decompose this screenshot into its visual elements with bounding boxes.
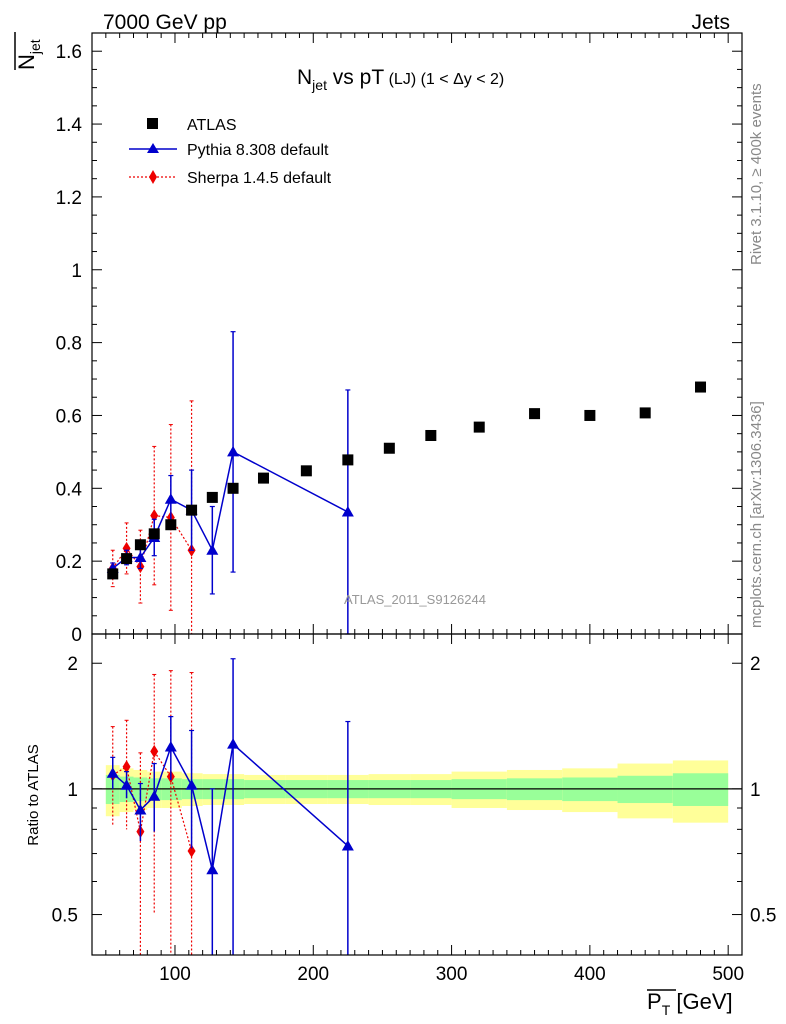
- legend: ATLAS Pythia 8.308 default Sherpa 1.4.5 …: [129, 117, 332, 187]
- atlas-point: [342, 454, 354, 466]
- atlas-point: [529, 408, 541, 420]
- ratio-pythia-point: [206, 863, 219, 875]
- atlas-point: [695, 381, 707, 393]
- top-ytick-label: 0.6: [56, 406, 82, 427]
- svg-text:PT [GeV]: PT [GeV]: [647, 989, 733, 1018]
- ratio-pythia-point: [106, 767, 119, 778]
- pythia-line: [112, 450, 349, 570]
- bottom-xtick-label: 300: [436, 964, 468, 985]
- top-ytick-label: 1.6: [56, 42, 82, 63]
- top-ytick-label: 0: [71, 625, 82, 646]
- bottom-xlabel: PT [GeV]: [647, 989, 733, 1018]
- pythia-point: [227, 445, 240, 457]
- ratio-sherpa-point: [150, 744, 159, 758]
- bottom-ytick-label-left: 1: [67, 780, 78, 801]
- pythia-point: [134, 551, 147, 563]
- sherpa-line: [112, 514, 193, 569]
- ratio-sherpa-point: [122, 760, 131, 774]
- bottom-ytick-label-left: 2: [67, 654, 78, 675]
- legend-atlas-marker: [147, 118, 158, 129]
- top-ylabel: Njet: [14, 32, 43, 70]
- pythia-point: [341, 505, 354, 517]
- top-panel: 0 0.2 0.4 0.6 0.8 1 1.2 1.4 1.6: [56, 32, 743, 646]
- top-title-tail: (LJ) (1 < Δy < 2): [384, 71, 504, 88]
- atlas-point: [165, 519, 177, 531]
- top-title: Njet vs pT (LJ) (1 < Δy < 2): [297, 66, 504, 93]
- atlas-point: [473, 421, 485, 433]
- ratio-pythia-point: [341, 839, 354, 851]
- top-ytick-label: 1: [71, 261, 82, 282]
- ratio-pythia-point: [148, 790, 161, 801]
- mcplots-label: mcplots.cern.ch [arXiv:1306.3436]: [748, 401, 765, 628]
- top-title-main: N: [297, 66, 312, 89]
- atlas-point: [186, 504, 198, 516]
- top-ytick-label: 1.4: [56, 115, 83, 136]
- header-left: 7000 GeV pp: [103, 11, 227, 34]
- top-title-sub: jet: [311, 77, 327, 93]
- bottom-ytick-label-left: 0.5: [52, 906, 78, 927]
- top-ytick-label: 0.4: [56, 479, 83, 500]
- bottom-ytick-label-right: 1: [750, 780, 761, 801]
- band-inner: [672, 773, 729, 806]
- atlas-point: [257, 472, 269, 484]
- bottom-xlabel-main: P: [647, 989, 662, 1014]
- atlas-point: [383, 442, 395, 454]
- ratio-pythia-point: [227, 738, 240, 749]
- top-ytick-label: 0.2: [56, 552, 82, 573]
- header-right: Jets: [691, 11, 730, 34]
- atlas-point: [148, 528, 160, 540]
- atlas-point: [227, 482, 239, 494]
- bottom-xtick-label: 200: [297, 964, 329, 985]
- legend-pythia-label: Pythia 8.308 default: [187, 142, 329, 159]
- atlas-point: [425, 429, 437, 441]
- ratio-pythia-point: [164, 740, 177, 752]
- bottom-ylabel: Ratio to ATLAS: [25, 744, 42, 845]
- legend-atlas-label: ATLAS: [187, 117, 237, 134]
- legend-pythia-marker: [147, 143, 159, 153]
- watermark: ATLAS_2011_S9126244: [344, 592, 486, 607]
- top-title-rest: vs pT: [327, 66, 384, 89]
- bottom-ytick-label-right: 0.5: [750, 906, 776, 927]
- atlas-point: [584, 409, 596, 421]
- bottom-xlabel-sub: T: [662, 1002, 671, 1018]
- legend-sherpa-marker: [149, 170, 157, 184]
- atlas-point: [206, 491, 218, 503]
- atlas-point: [121, 553, 133, 565]
- pythia-point: [164, 493, 177, 504]
- top-ylabel-main: N: [14, 54, 39, 70]
- atlas-point: [300, 465, 312, 477]
- legend-sherpa-label: Sherpa 1.4.5 default: [187, 170, 332, 187]
- bottom-frame: [91, 633, 743, 956]
- top-ylabel-sub: jet: [27, 39, 43, 55]
- bottom-xtick-label: 400: [574, 964, 606, 985]
- bottom-xtick-label: 500: [712, 964, 744, 985]
- top-ytick-label: 1.2: [56, 188, 82, 209]
- ratio-sherpa-point: [187, 844, 196, 858]
- pythia-point: [206, 544, 219, 555]
- ratio-pythia-point: [120, 779, 133, 790]
- ratio-pythia-point: [134, 804, 147, 815]
- bottom-xlabel-unit: [GeV]: [670, 989, 732, 1014]
- atlas-point: [134, 539, 146, 551]
- bottom-panel: 0.5 0.5 1 1 2 2 100 200 300 400 500: [52, 633, 776, 985]
- atlas-point: [639, 407, 651, 419]
- ratio-pythia-point: [185, 779, 198, 790]
- svg-text:Njet: Njet: [14, 39, 43, 70]
- top-ytick-label: 0.8: [56, 334, 82, 355]
- atlas-point: [107, 568, 119, 580]
- rivet-label: Rivet 3.1.10, ≥ 400k events: [748, 83, 765, 265]
- sherpa-point: [122, 541, 131, 555]
- bottom-xtick-label: 100: [159, 964, 191, 985]
- bottom-ytick-label-right: 2: [750, 654, 761, 675]
